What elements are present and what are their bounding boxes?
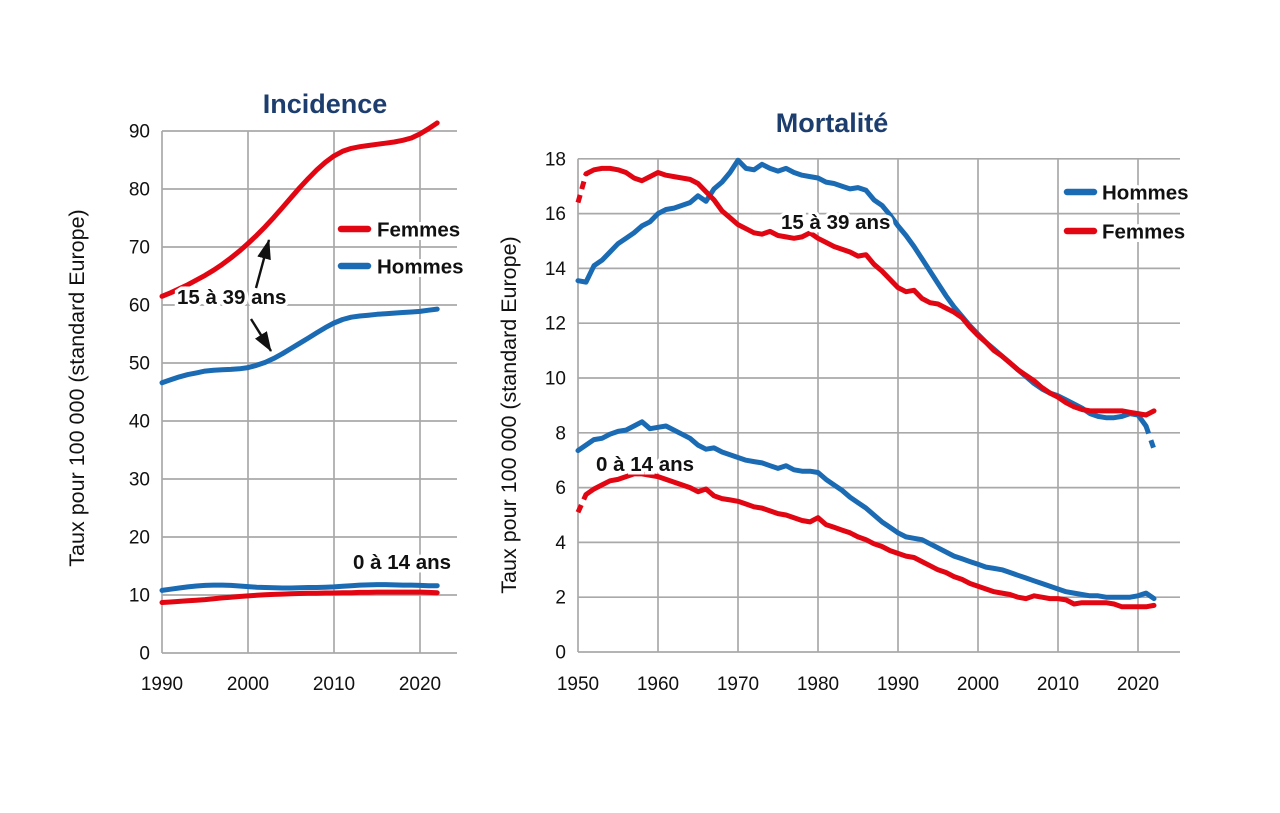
y-tick-label-16: 16 [545,204,566,225]
series-line-hommes-0-14-ans [159,582,440,593]
x-tick-label-2010: 2010 [313,674,355,695]
y-tick-label-12: 12 [545,314,566,335]
series-line-hommes-15-39-ans [575,157,1149,429]
y-tick-label-80: 80 [129,180,150,201]
x-tick-label-2020: 2020 [399,674,441,695]
series-line-hommes-15-39-ans-dashed-end [1143,425,1157,451]
series-line-femmes-15-39-ans [159,120,440,299]
y-tick-label-50: 50 [129,354,150,375]
y-tick-label-60: 60 [129,296,150,317]
chart-title-mortalit: Mortalité [776,108,889,138]
legend-label-femmes: Femmes [377,219,460,242]
y-tick-label-8: 8 [555,423,566,444]
chart-title-incidence: Incidence [263,89,388,119]
series-line-femmes-15-39-ans-dashed-start [575,173,589,204]
series-line-hommes-0-14-ans [575,419,1157,602]
y-tick-label-2: 2 [555,588,566,609]
mortalite-chart: 0 2 4 6 8 10 12 14 16 18 1950 1960 1970 1980 1990 2000 2… [497,108,1192,695]
y-tick-label-0: 0 [139,644,150,665]
annotation-age-15-39: 15 à 39 ans [177,286,286,309]
y-tick-label-4: 4 [555,533,566,554]
y-tick-label-90: 90 [129,122,150,143]
legend-label-hommes: Hommes [377,256,464,279]
series-line-femmes-0-14-ans [583,471,1157,610]
annotation-age-0-14: 0 à 14 ans [596,453,694,476]
legend-label-hommes: Hommes [1102,182,1189,205]
x-tick-label-1970: 1970 [717,674,759,695]
y-tick-label-70: 70 [129,238,150,259]
x-tick-label-1980: 1980 [797,674,839,695]
y-tick-label-10: 10 [545,369,566,390]
x-tick-label-2020: 2020 [1117,674,1159,695]
x-tick-label-2010: 2010 [1037,674,1079,695]
y-tick-label-6: 6 [555,478,566,499]
y-axis-label-mortalit: Taux pour 100 000 (standard Europe) [497,236,521,593]
y-tick-label-40: 40 [129,412,150,433]
y-tick-label-10: 10 [129,586,150,607]
series-line-femmes-0-14-ans [159,589,440,605]
y-tick-label-0: 0 [555,643,566,664]
x-tick-label-1990: 1990 [141,674,183,695]
y-tick-label-18: 18 [545,149,566,170]
x-tick-label-2000: 2000 [227,674,269,695]
series-line-femmes-15-39-ans [583,165,1157,418]
series-line-hommes-15-39-ans [159,306,440,386]
y-tick-label-20: 20 [129,528,150,549]
y-tick-label-14: 14 [545,259,567,280]
x-tick-label-1960: 1960 [637,674,679,695]
y-tick-label-30: 30 [129,470,150,491]
x-tick-label-2000: 2000 [957,674,999,695]
series-line-femmes-0-14-ans-dashed-start [575,493,589,514]
annotation-arrow-age-15-39-0 [254,239,271,289]
x-tick-label-1990: 1990 [877,674,919,695]
incidence-chart: 0 10 20 30 40 50 60 70 80 90 1990 2000 2010 2020 Femme… [65,89,467,695]
y-axis-label-incidence: Taux pour 100 000 (standard Europe) [65,209,89,566]
annotation-age-0-14: 0 à 14 ans [353,551,451,574]
annotation-age-15-39: 15 à 39 ans [781,211,890,234]
legend-label-femmes: Femmes [1102,221,1185,244]
x-tick-label-1950: 1950 [557,674,599,695]
annotation-arrow-age-15-39-1 [249,318,273,352]
